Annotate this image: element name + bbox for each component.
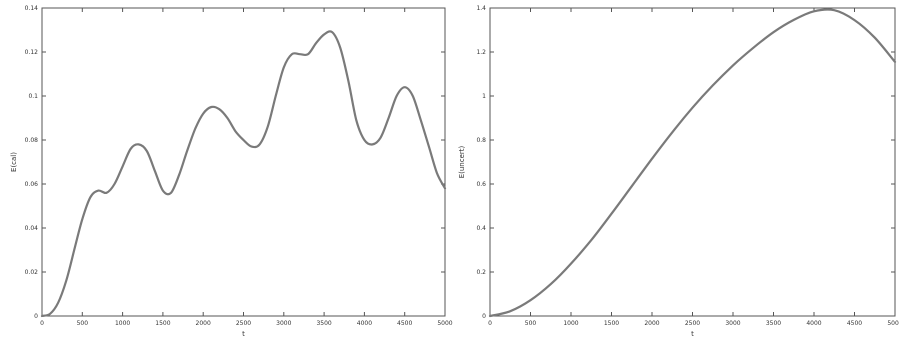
x-tick-label: 0 [488,320,492,327]
y-axis-label: E(cal) [10,152,18,172]
x-tick-label: 5000 [437,320,452,327]
y-tick-label: 0.04 [25,225,39,232]
y-tick-label: 0 [482,313,486,320]
x-tick-label: 3500 [316,320,331,327]
y-tick-label: 0.8 [476,137,486,144]
y-tick-label: 0.4 [476,225,486,232]
x-tick-label: 4000 [357,320,372,327]
series-line [42,31,445,316]
x-tick-label: 4500 [847,320,862,327]
chart-panel-1: 0 500 1000 1500 2000 2500 3000 3500 4000 4500 5000… [10,5,453,338]
y-tick-label: 0.2 [476,269,486,276]
y-tick-label: 0.02 [25,269,39,276]
x-tick-label: 2500 [236,320,251,327]
x-axis-label: t [242,330,245,338]
x-tick-label: 3500 [766,320,781,327]
y-tick-label: 0.14 [25,5,39,12]
x-tick-label: 1500 [155,320,170,327]
x-tick-label: 2000 [644,320,659,327]
x-tick-label: 5000 [887,320,899,327]
x-tick-label: 1000 [115,320,130,327]
plot-frame [42,8,445,316]
x-tick-label: 1000 [563,320,578,327]
y-tick-label: 0.12 [25,49,39,56]
x-axis-label: t [691,330,694,338]
series-line [490,9,895,316]
y-tick-label: 0.06 [25,181,39,188]
y-axis-label: E(uncert) [458,145,466,178]
x-tick-label: 2000 [196,320,211,327]
x-tick-label: 500 [525,320,537,327]
x-tick-label: 1500 [604,320,619,327]
x-tick-label: 4000 [806,320,821,327]
plot-frame [490,8,895,316]
y-tick-label: 0.08 [25,137,39,144]
y-tick-label: 1.4 [476,5,486,12]
x-tick-label: 2500 [685,320,700,327]
x-tick-label: 3000 [725,320,740,327]
y-tick-label: 0.1 [28,93,38,100]
x-tick-label: 4500 [397,320,412,327]
y-tick-label: 1 [482,93,486,100]
y-tick-label: 0 [34,313,38,320]
x-tick-label: 3000 [276,320,291,327]
y-tick-label: 0.6 [476,181,486,188]
x-tick-label: 0 [40,320,44,327]
x-tick-label: 500 [77,320,89,327]
y-tick-label: 1.2 [476,49,486,56]
